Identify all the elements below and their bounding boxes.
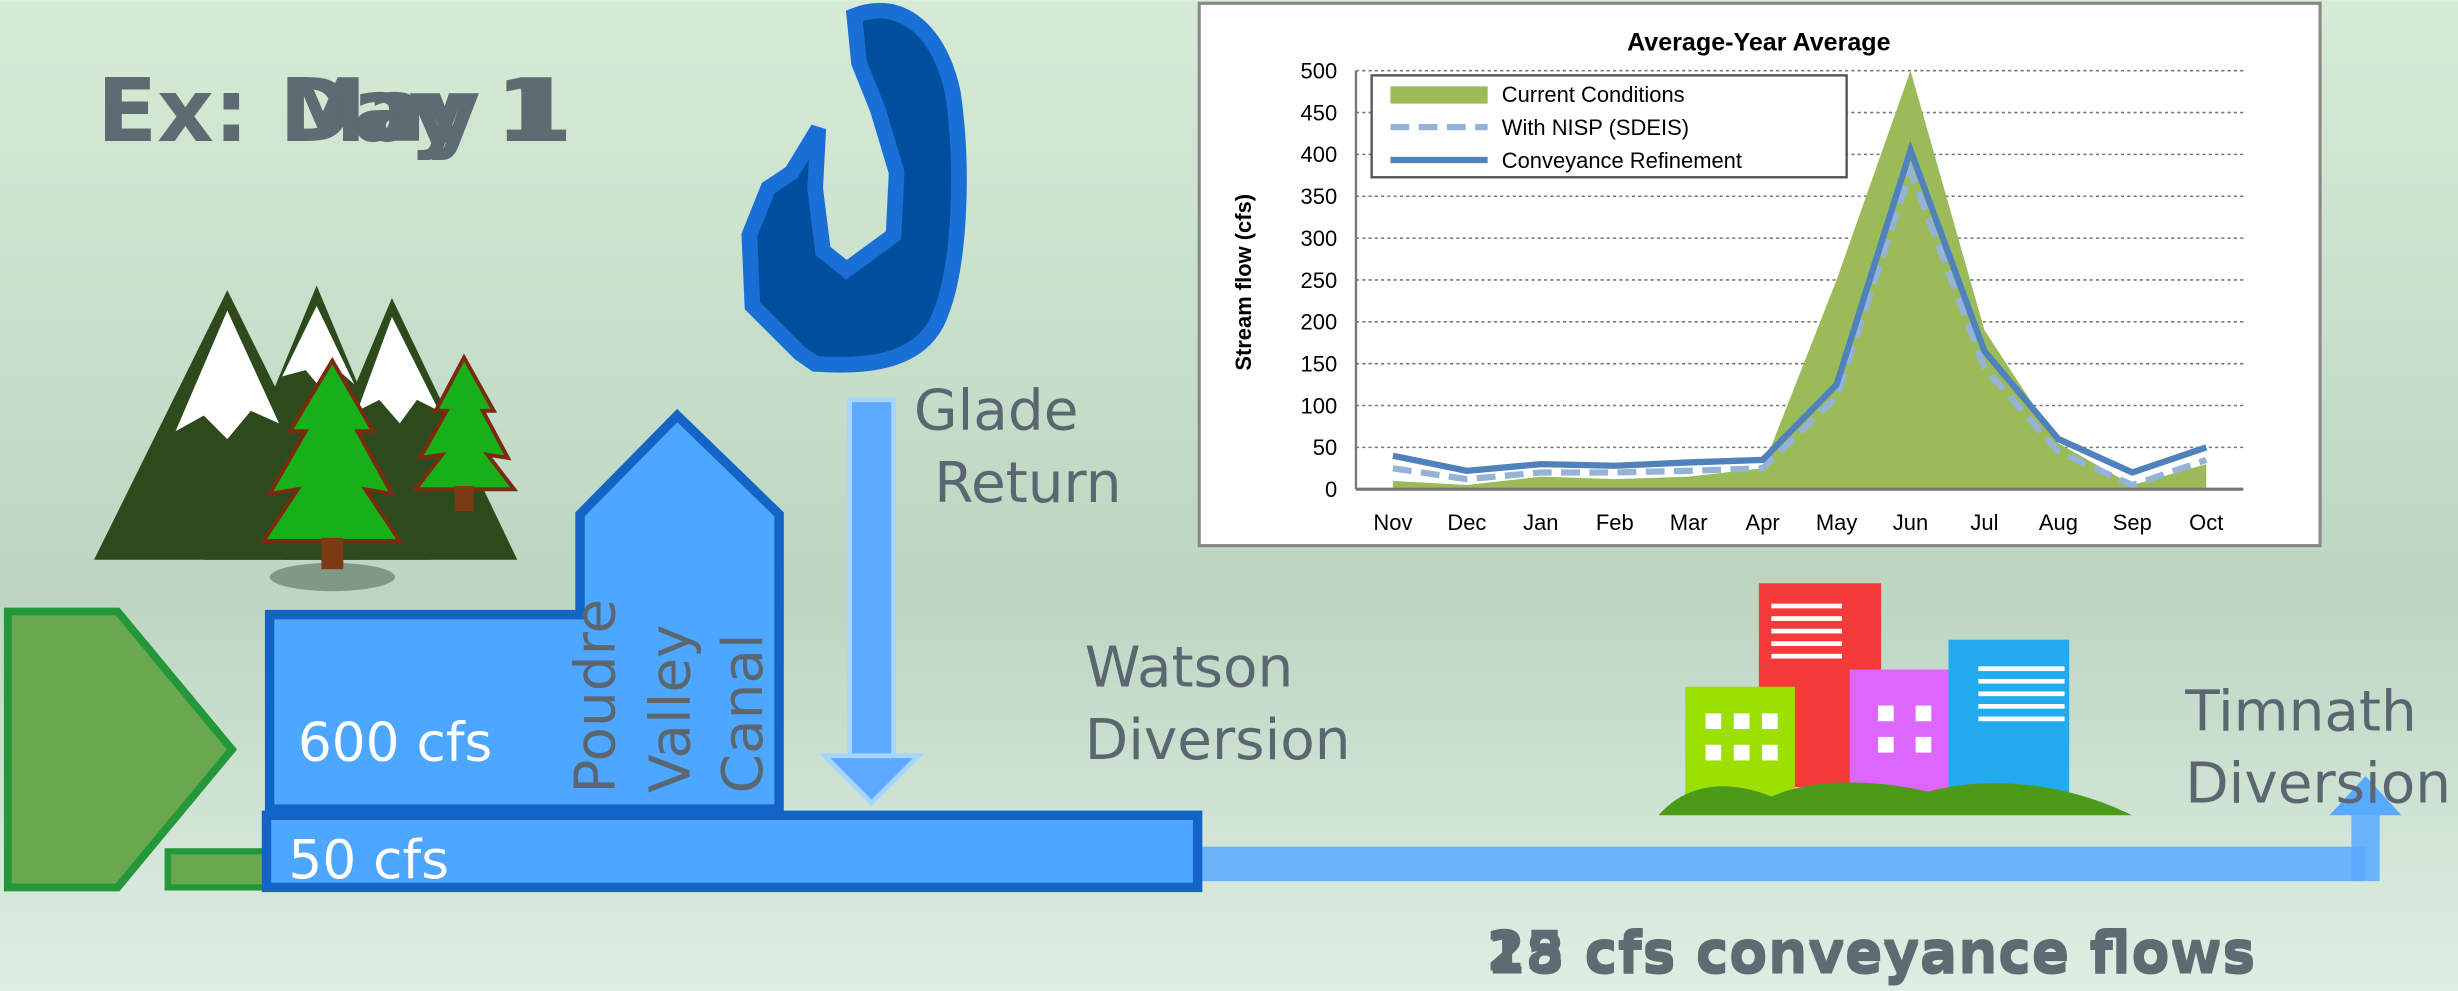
y-tick-label: 0 <box>1325 477 1337 502</box>
chart: Average-Year Average Stream flow (cfs) 0… <box>1199 3 2320 545</box>
title-overlay: Ex: Day 1 Ex: May 1 <box>97 60 572 162</box>
y-tick-label: 200 <box>1301 310 1338 335</box>
city-part-part <box>1916 737 1932 753</box>
flow-label: 600 cfs <box>298 711 492 773</box>
y-tick-label: 500 <box>1301 59 1338 84</box>
x-tick-label: Sep <box>2113 510 2152 535</box>
x-tick-label: Jun <box>1893 510 1928 535</box>
x-tick-label: Nov <box>1373 510 1412 535</box>
city-part <box>1685 687 1795 797</box>
y-tick-label: 250 <box>1301 268 1338 293</box>
city-part-part <box>1978 691 2064 696</box>
x-tick-label: May <box>1816 510 1857 535</box>
canal-diagram-part <box>850 400 894 757</box>
y-tick-label: 400 <box>1301 142 1338 167</box>
canal-label: Canal <box>711 633 776 793</box>
city-part-part <box>1771 654 1842 659</box>
flow-label: 50 cfs <box>288 829 449 891</box>
legend-label: Conveyance Refinement <box>1502 148 1742 173</box>
x-tick-label: Feb <box>1596 510 1634 535</box>
city-part-part <box>1734 745 1750 761</box>
city-part-part <box>1978 666 2064 671</box>
city-part-part <box>1978 679 2064 684</box>
y-tick-label: 150 <box>1301 352 1338 377</box>
x-tick-label: Oct <box>2189 510 2223 535</box>
timnath-label: Timnath <box>2184 680 2417 745</box>
y-tick-label: 300 <box>1301 226 1338 251</box>
city-part-part <box>1706 713 1722 729</box>
glade-label: Glade <box>914 379 1079 444</box>
city-part-part <box>1878 706 1894 722</box>
city-part-part <box>1978 704 2064 709</box>
canal-diagram-part <box>1198 847 2366 881</box>
canal-diagram-part <box>168 851 267 887</box>
legend-label: Current Conditions <box>1502 82 1685 107</box>
city-part-part <box>1706 745 1722 761</box>
x-tick-label: Jul <box>1970 510 1998 535</box>
conveyance-label: 18 cfs conveyance flows <box>1486 923 2255 988</box>
slide: Ex: Day 1 Ex: May 1 600 cfs 50 cfs Poudr… <box>0 0 2458 991</box>
legend-label: With NISP (SDEIS) <box>1502 115 1689 140</box>
x-tick-label: Apr <box>1746 510 1780 535</box>
city-part-part <box>1771 616 1842 621</box>
city-part-part <box>1771 629 1842 634</box>
x-tick-label: Aug <box>2039 510 2078 535</box>
city-part-part <box>1734 713 1750 729</box>
x-tick-label: Dec <box>1447 510 1486 535</box>
glade-label: Return <box>934 451 1121 516</box>
y-tick-label: 50 <box>1313 435 1337 460</box>
slide-title: Ex: May 1 <box>97 60 572 162</box>
y-axis-label: Stream flow (cfs) <box>1231 194 1256 371</box>
y-tick-label: 100 <box>1301 393 1338 418</box>
watson-label: Watson <box>1085 636 1294 701</box>
city-part-part <box>1762 745 1778 761</box>
legend-swatch <box>1390 86 1487 103</box>
city-part-part <box>1771 641 1842 646</box>
mountains-part <box>321 538 343 569</box>
canal-label: Valley <box>639 625 704 793</box>
watson-label: Diversion <box>1085 708 1351 773</box>
city-part-part <box>1916 706 1932 722</box>
page: Ex: Day 1 Ex: May 1 600 cfs 50 cfs Poudr… <box>0 0 2458 991</box>
city-part-part <box>1878 737 1894 753</box>
x-tick-label: Jan <box>1523 510 1558 535</box>
city-part-part <box>1762 713 1778 729</box>
mountains-part <box>455 486 474 511</box>
canal-label: Poudre <box>564 599 629 794</box>
city-part-part <box>1771 604 1842 609</box>
y-tick-label: 350 <box>1301 184 1338 209</box>
chart-title: Average-Year Average <box>1627 28 1891 56</box>
city-part-part <box>1978 717 2064 722</box>
x-tick-label: Mar <box>1670 510 1708 535</box>
y-tick-label: 450 <box>1301 100 1338 125</box>
timnath-label: Diversion <box>2185 752 2451 817</box>
